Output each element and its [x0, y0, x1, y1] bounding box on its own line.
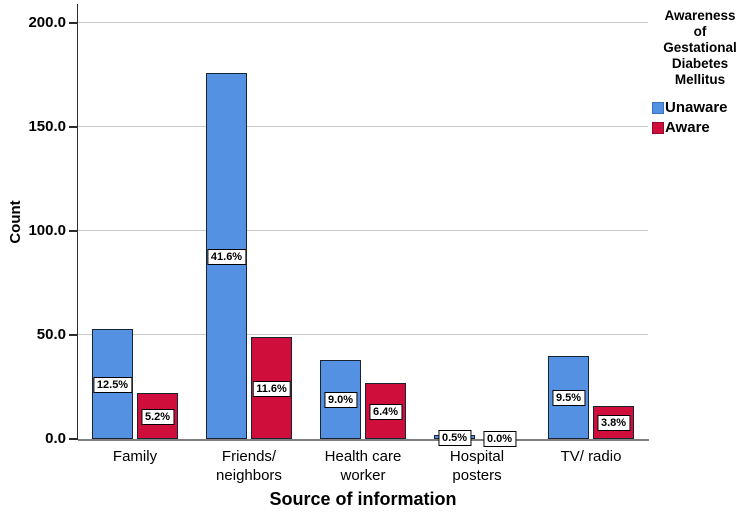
category-label-3: Hospital posters: [449, 448, 505, 484]
plot-area: 12.5% 5.2% 41.6% 11.6% 9.0% 6.4% 0.5% 0.0% 9.5% 3…: [78, 5, 648, 447]
y-tick-mark: [69, 438, 77, 440]
legend-title: Awareness of Gestational Diabetes Mellit…: [663, 8, 737, 87]
legend-items: Unaware Aware: [652, 99, 748, 136]
y-tick-mark: [69, 22, 77, 24]
legend-swatch-aware: [652, 121, 664, 134]
percent-label-aware-2: 6.4%: [368, 403, 403, 420]
category-label-1: Friends/ neighbors: [216, 448, 282, 484]
gridline-200: [78, 22, 648, 23]
y-tick-label: 0.0: [45, 430, 66, 447]
y-tick-label: 50.0: [36, 326, 66, 343]
y-tick-label: 200.0: [28, 14, 66, 31]
gridline-100: [78, 230, 648, 231]
y-tick-mark: [69, 126, 77, 128]
legend: Awareness of Gestational Diabetes Mellit…: [652, 8, 748, 139]
y-axis-line: [76, 4, 78, 440]
percent-label-aware-4: 3.8%: [596, 415, 631, 432]
x-axis-title: Source of information: [269, 489, 457, 509]
y-tick-mark: [69, 334, 77, 336]
category-label-2: Health care worker: [324, 448, 402, 484]
category-label-0: Family: [112, 448, 158, 465]
percent-label-aware-3: 0.0%: [482, 431, 517, 447]
percent-label-unaware-4: 9.5%: [551, 390, 586, 407]
gridline-150: [78, 126, 648, 127]
legend-item-unaware: Unaware: [652, 99, 748, 116]
percent-label-unaware-3: 0.5%: [437, 429, 472, 446]
y-tick-label: 150.0: [28, 118, 66, 135]
percent-label-aware-0: 5.2%: [140, 409, 175, 426]
gridline-50: [78, 334, 648, 335]
legend-swatch-unaware: [652, 101, 664, 114]
legend-label-unaware: Unaware: [665, 99, 728, 116]
percent-label-unaware-2: 9.0%: [323, 392, 358, 409]
x-axis-line: [78, 439, 649, 441]
y-tick-mark: [69, 230, 77, 232]
percent-label-unaware-0: 12.5%: [92, 376, 133, 393]
category-label-4: TV/ radio: [560, 448, 622, 465]
percent-label-unaware-1: 41.6%: [206, 248, 247, 265]
legend-label-aware: Aware: [665, 119, 710, 136]
y-tick-label: 100.0: [28, 222, 66, 239]
legend-item-aware: Aware: [652, 119, 748, 136]
percent-label-aware-1: 11.6%: [252, 381, 291, 398]
